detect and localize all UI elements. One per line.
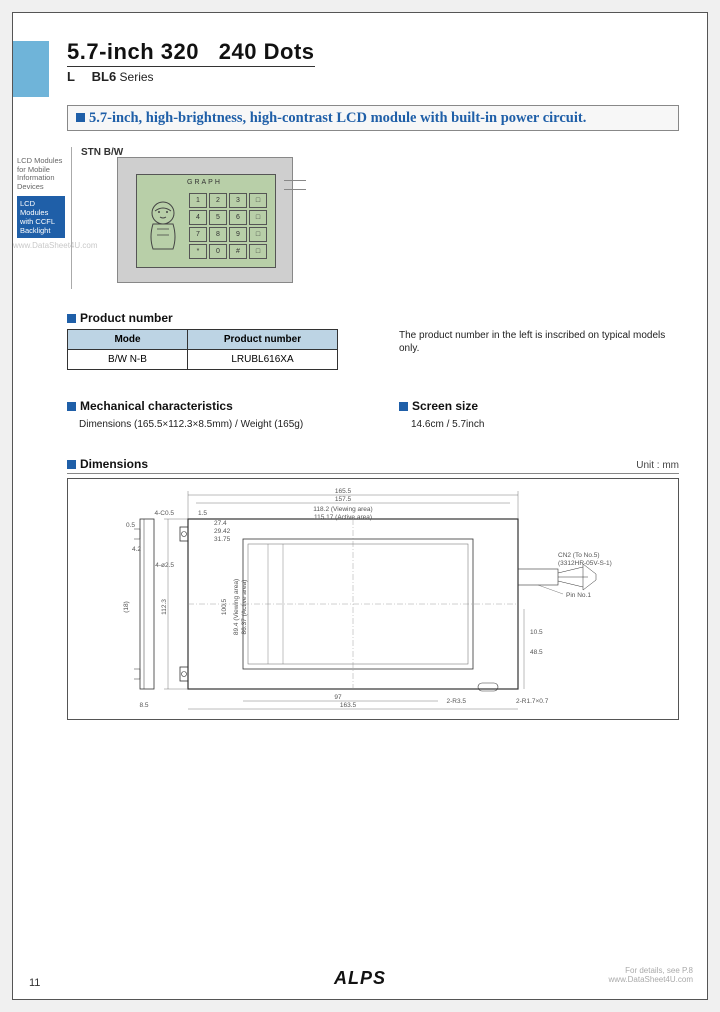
bullet-icon [67,402,76,411]
lcd-screen: GRAPH 1 2 3 □ 4 5 6 [136,174,276,268]
footer-detail: For details, see P.8 [609,966,693,976]
mechanical-text: Dimensions (165.5×112.3×8.5mm) / Weight … [79,419,303,430]
dimensions-drawing: 165.5 157.5 118.2 (Viewing area) 115.17 … [67,478,679,720]
bullet-icon [76,113,85,122]
dimensions-section: Dimensions Unit : mm [67,457,679,720]
title-left: 5.7-inch 320 [67,39,199,64]
key: 2 [209,193,227,208]
dimensions-unit: Unit : mm [636,460,679,471]
screen-section: Screen size 14.6cm / 5.7inch [399,399,484,430]
svg-text:2-R3.5: 2-R3.5 [446,698,466,705]
sidebar-labels: LCD Modules for Mobile Information Devic… [17,157,65,238]
accent-tab [13,41,49,97]
page-number: 11 [29,977,40,989]
footer-right: For details, see P.8 www.DataSheet4U.com [609,966,693,985]
svg-text:100.5: 100.5 [221,598,228,615]
key: 5 [209,210,227,225]
key: 4 [189,210,207,225]
cell-mode: B/W N-B [68,350,188,370]
footer-url: www.DataSheet4U.com [609,975,693,985]
section-header: Dimensions [67,457,148,471]
section-title: Screen size [412,399,478,413]
key: □ [249,193,267,208]
sidebar-blue: LCD Modules with CCFL Backlight [17,196,65,238]
lcd-graph-label: GRAPH [187,179,222,186]
section-header: Product number [67,311,338,325]
svg-text:4-C0.5: 4-C0.5 [154,510,174,517]
page-title: 5.7-inch 320 240 Dots [67,39,315,67]
product-photo: GRAPH 1 2 3 □ 4 5 6 [117,157,293,283]
key: 9 [229,227,247,242]
screen-text: 14.6cm / 5.7inch [411,419,484,430]
section-title: Mechanical characteristics [80,399,233,413]
svg-text:4-ø2.5: 4-ø2.5 [155,562,174,569]
series-code: BL6 [92,69,117,84]
title-block: 5.7-inch 320 240 Dots L BL6 Series [67,39,315,84]
alps-logo: ALPS [334,968,386,989]
watermark-left: www.DataSheet4U.com [13,241,97,250]
svg-text:27.4: 27.4 [214,520,227,527]
svg-text:48.5: 48.5 [530,649,543,656]
bullet-icon [399,402,408,411]
product-number-table: Mode Product number B/W N-B LRUBL616XA [67,329,338,370]
svg-text:0.5: 0.5 [126,522,135,529]
svg-text:2-R1.7×0.7: 2-R1.7×0.7 [516,698,549,705]
section-title: Product number [80,311,173,325]
key: 8 [209,227,227,242]
series-suffix: Series [120,70,154,84]
mechanical-section: Mechanical characteristics Dimensions (1… [67,399,303,430]
svg-text:(3312HR-05V-S-1): (3312HR-05V-S-1) [558,560,612,567]
cable-icon [284,180,306,190]
col-mode: Mode [68,330,188,350]
svg-text:112.3: 112.3 [161,599,168,615]
svg-text:(18): (18) [123,601,130,613]
key: 1 [189,193,207,208]
title-right: 240 Dots [219,39,315,64]
subtitle-bar: 5.7-inch, high-brightness, high-contrast… [67,105,679,131]
svg-text:10.5: 10.5 [530,629,543,636]
svg-text:4.2: 4.2 [132,546,141,553]
lcd-character-icon [143,197,183,253]
bullet-icon [67,460,76,469]
series-line: L BL6 Series [67,69,315,84]
table-row: B/W N-B LRUBL616XA [68,350,338,370]
key: 0 [209,244,227,259]
svg-text:163.5: 163.5 [340,702,357,709]
key: 7 [189,227,207,242]
svg-text:89.4 (Viewing area): 89.4 (Viewing area) [233,579,240,635]
section-header: Mechanical characteristics [67,399,303,413]
divider [71,147,72,289]
cell-pn: LRUBL616XA [188,350,338,370]
product-number-section: Product number Mode Product number B/W N… [67,311,338,370]
svg-text:165.5: 165.5 [335,488,352,495]
series-l: L [67,69,75,84]
key: # [229,244,247,259]
key: □ [249,244,267,259]
svg-text:1.5: 1.5 [198,510,207,517]
svg-text:29.42: 29.42 [214,528,231,535]
svg-text:86.37 (Active area): 86.37 (Active area) [241,580,248,635]
lcd-keypad: 1 2 3 □ 4 5 6 □ 7 8 9 □ * 0 # □ [189,193,267,259]
sidebar-grey: LCD Modules for Mobile Information Devic… [17,157,65,192]
key: 3 [229,193,247,208]
svg-text:115.17 (Active area): 115.17 (Active area) [314,514,372,521]
col-pn: Product number [188,330,338,350]
svg-text:Pin No.1: Pin No.1 [566,592,591,599]
subtitle-text: 5.7-inch, high-brightness, high-contrast… [89,110,586,126]
svg-text:31.75: 31.75 [214,536,231,543]
svg-text:CN2 (To No.5): CN2 (To No.5) [558,552,600,559]
key: □ [249,227,267,242]
table-header-row: Mode Product number [68,330,338,350]
bullet-icon [67,314,76,323]
key: 6 [229,210,247,225]
key: * [189,244,207,259]
key: □ [249,210,267,225]
svg-text:157.5: 157.5 [335,496,352,503]
svg-text:118.2 (Viewing area): 118.2 (Viewing area) [313,506,372,513]
svg-text:8.5: 8.5 [139,702,148,709]
product-number-note: The product number in the left is inscri… [399,329,677,355]
section-title: Dimensions [80,457,148,471]
section-header: Screen size [399,399,484,413]
svg-text:97: 97 [334,694,342,701]
